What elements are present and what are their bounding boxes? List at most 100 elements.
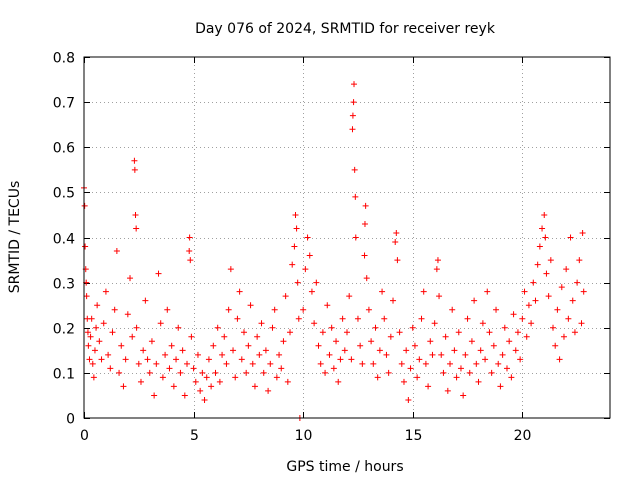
data-point xyxy=(194,351,201,358)
data-point xyxy=(473,360,480,367)
data-point xyxy=(294,279,301,286)
data-point xyxy=(188,333,195,340)
data-point xyxy=(352,193,359,200)
data-point xyxy=(317,360,324,367)
data-point xyxy=(558,284,565,291)
data-point xyxy=(295,315,302,322)
data-point xyxy=(579,229,586,236)
data-point xyxy=(379,288,386,295)
x-tick-label: 10 xyxy=(295,428,313,444)
data-point xyxy=(181,392,188,399)
data-point xyxy=(177,369,184,376)
data-point xyxy=(173,356,180,363)
data-point xyxy=(216,378,223,385)
data-point xyxy=(300,306,307,313)
data-points xyxy=(81,81,587,421)
data-point xyxy=(148,338,155,345)
data-point xyxy=(212,369,219,376)
data-point xyxy=(144,356,151,363)
data-point xyxy=(315,342,322,349)
data-point xyxy=(93,324,100,331)
data-point xyxy=(98,356,105,363)
data-point xyxy=(210,342,217,349)
data-point xyxy=(129,333,136,340)
data-point xyxy=(192,378,199,385)
data-point xyxy=(96,338,103,345)
data-point xyxy=(219,351,226,358)
data-point xyxy=(208,383,215,390)
data-point xyxy=(82,243,89,250)
data-point xyxy=(398,360,405,367)
data-point xyxy=(190,365,197,372)
data-point xyxy=(447,360,454,367)
data-point xyxy=(131,157,138,164)
data-point xyxy=(133,225,140,232)
data-point xyxy=(122,356,129,363)
data-point xyxy=(135,360,142,367)
data-point xyxy=(249,360,256,367)
data-point xyxy=(422,360,429,367)
data-point xyxy=(486,329,493,336)
data-point xyxy=(444,387,451,394)
data-point xyxy=(124,311,131,318)
data-point xyxy=(223,360,230,367)
data-point xyxy=(453,374,460,381)
data-point xyxy=(376,347,383,354)
data-point xyxy=(240,329,247,336)
data-point xyxy=(113,248,120,255)
data-point xyxy=(361,220,368,227)
data-point xyxy=(186,248,193,255)
data-point xyxy=(311,320,318,327)
data-point xyxy=(254,333,261,340)
data-point xyxy=(271,306,278,313)
data-point xyxy=(227,266,234,273)
data-point xyxy=(387,333,394,340)
y-tick-label: 0.6 xyxy=(53,141,75,157)
data-point xyxy=(262,347,269,354)
data-point xyxy=(86,356,93,363)
data-point xyxy=(236,288,243,295)
data-point xyxy=(322,369,329,376)
data-point xyxy=(556,356,563,363)
data-point xyxy=(289,261,296,268)
data-point xyxy=(170,383,177,390)
data-point xyxy=(495,360,502,367)
data-point xyxy=(475,378,482,385)
data-point xyxy=(565,315,572,322)
data-point xyxy=(324,302,331,309)
data-point xyxy=(284,378,291,385)
data-point xyxy=(304,234,311,241)
y-tick-label: 0.7 xyxy=(53,96,75,112)
data-point xyxy=(519,315,526,322)
data-point xyxy=(87,333,94,340)
data-point xyxy=(534,261,541,268)
data-point xyxy=(100,320,107,327)
data-point xyxy=(179,347,186,354)
data-point xyxy=(433,266,440,273)
x-tick-label: 20 xyxy=(514,428,532,444)
data-point xyxy=(394,257,401,264)
data-point xyxy=(111,306,118,313)
data-point xyxy=(140,347,147,354)
data-point xyxy=(418,315,425,322)
data-point xyxy=(214,324,221,331)
data-point xyxy=(175,324,182,331)
data-point xyxy=(365,306,372,313)
chart-title: Day 076 of 2024, SRMTID for receiver rey… xyxy=(195,21,496,37)
data-point xyxy=(429,351,436,358)
data-point xyxy=(528,320,535,327)
data-point xyxy=(361,252,368,259)
data-point xyxy=(258,320,265,327)
data-point xyxy=(84,329,91,336)
data-point xyxy=(199,369,206,376)
data-point xyxy=(197,387,204,394)
data-point xyxy=(88,315,95,322)
data-point xyxy=(351,81,358,88)
data-point xyxy=(166,365,173,372)
data-point xyxy=(333,338,340,345)
data-point xyxy=(436,293,443,300)
data-point xyxy=(89,360,96,367)
data-point xyxy=(282,293,289,300)
data-point xyxy=(339,315,346,322)
data-point xyxy=(205,356,212,363)
